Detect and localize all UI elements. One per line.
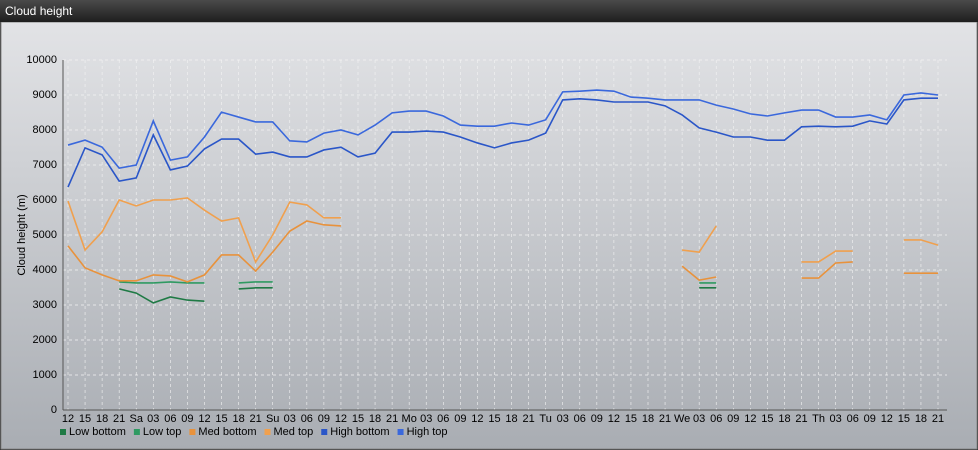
y-tick-label: 5000 [33,229,57,241]
series-line [67,197,939,264]
x-tick-label: 03 [693,413,705,425]
y-tick-label: 1000 [33,369,57,381]
legend-label: High bottom [330,426,389,438]
legend-swatch [321,429,328,435]
x-tick-label: Su [266,413,279,425]
x-tick-label: 18 [505,413,517,425]
series-line [67,89,939,170]
x-tick-label: 15 [898,413,910,425]
x-tick-label: 03 [147,413,159,425]
x-tick-label: 12 [744,413,756,425]
series-line [118,287,717,304]
y-tick-label: 7000 [33,159,57,171]
series-line [119,281,717,284]
x-tick-label: 21 [250,413,262,425]
x-tick-label: Mo [402,413,417,425]
x-tick-label: 06 [574,413,586,425]
x-tick-label: 09 [591,413,603,425]
x-tick-label: 12 [608,413,620,425]
panel [0,22,978,450]
y-tick-label: 10000 [26,54,57,66]
legend-label: Low top [143,426,182,438]
legend-swatch [397,429,404,435]
x-tick-label: 12 [471,413,483,425]
x-tick-label: 06 [847,413,859,425]
x-tick-label: 15 [79,413,91,425]
x-tick-label: 06 [164,413,176,425]
x-tick-label: 06 [710,413,722,425]
y-axis-label: Cloud height (m) [16,194,28,275]
y-tick-label: 3000 [33,299,57,311]
x-tick-label: 03 [557,413,569,425]
chart: Cloud height (m) 0 1000 2000 3000 4000 5000 60… [0,22,978,450]
x-tick-label: Sa [130,413,144,425]
x-tick-label: 15 [761,413,773,425]
x-tick-label: 12 [881,413,893,425]
x-tick-label: Th [812,413,825,425]
x-tick-label: 03 [420,413,432,425]
legend-swatch [189,429,196,435]
y-tick-label: 4000 [33,264,57,276]
x-tick-label: 21 [113,413,125,425]
legend-label: Low bottom [69,426,126,438]
x-tick-label: 18 [96,413,108,425]
x-tick-label: Tu [539,413,551,425]
x-tick-label: 09 [727,413,739,425]
legend-label: Med bottom [198,426,256,438]
y-tick-label: 6000 [33,194,57,206]
y-tick-label: 9000 [33,89,57,101]
y-tick-label: 0 [51,404,57,416]
y-tick-label: 2000 [33,334,57,346]
x-tick-label: 21 [522,413,534,425]
x-tick-label: 15 [488,413,500,425]
series-line [67,220,938,283]
x-tick-label: 09 [318,413,330,425]
y-tick-label: 8000 [33,124,57,136]
title-bar: Cloud height [0,0,978,22]
x-tick-label: 09 [864,413,876,425]
x-tick-label: 12 [62,413,74,425]
x-tick-label: 06 [437,413,449,425]
x-tick-label: 15 [625,413,637,425]
legend-swatch [264,429,271,435]
legend-label: High top [407,426,448,438]
x-tick-label: 21 [932,413,944,425]
legend-label: Med top [274,426,314,438]
x-tick-label: We [674,413,690,425]
x-tick-label: 12 [198,413,210,425]
x-tick-label: 03 [284,413,296,425]
legend-swatch [133,429,140,435]
x-tick-label: 18 [642,413,654,425]
x-tick-label: 21 [386,413,398,425]
x-tick-label: 18 [778,413,790,425]
x-tick-label: 18 [369,413,381,425]
x-tick-label: 15 [215,413,227,425]
legend-swatch [60,429,66,435]
series-line [67,97,938,188]
x-tick-label: 06 [301,413,313,425]
x-tick-label: 12 [335,413,347,425]
x-tick-label: 21 [659,413,671,425]
x-tick-label: 18 [915,413,927,425]
x-tick-label: 18 [232,413,244,425]
x-tick-label: 09 [181,413,193,425]
x-tick-label: 21 [795,413,807,425]
x-tick-label: 09 [454,413,466,425]
x-tick-label: 03 [830,413,842,425]
x-tick-label: 15 [352,413,364,425]
